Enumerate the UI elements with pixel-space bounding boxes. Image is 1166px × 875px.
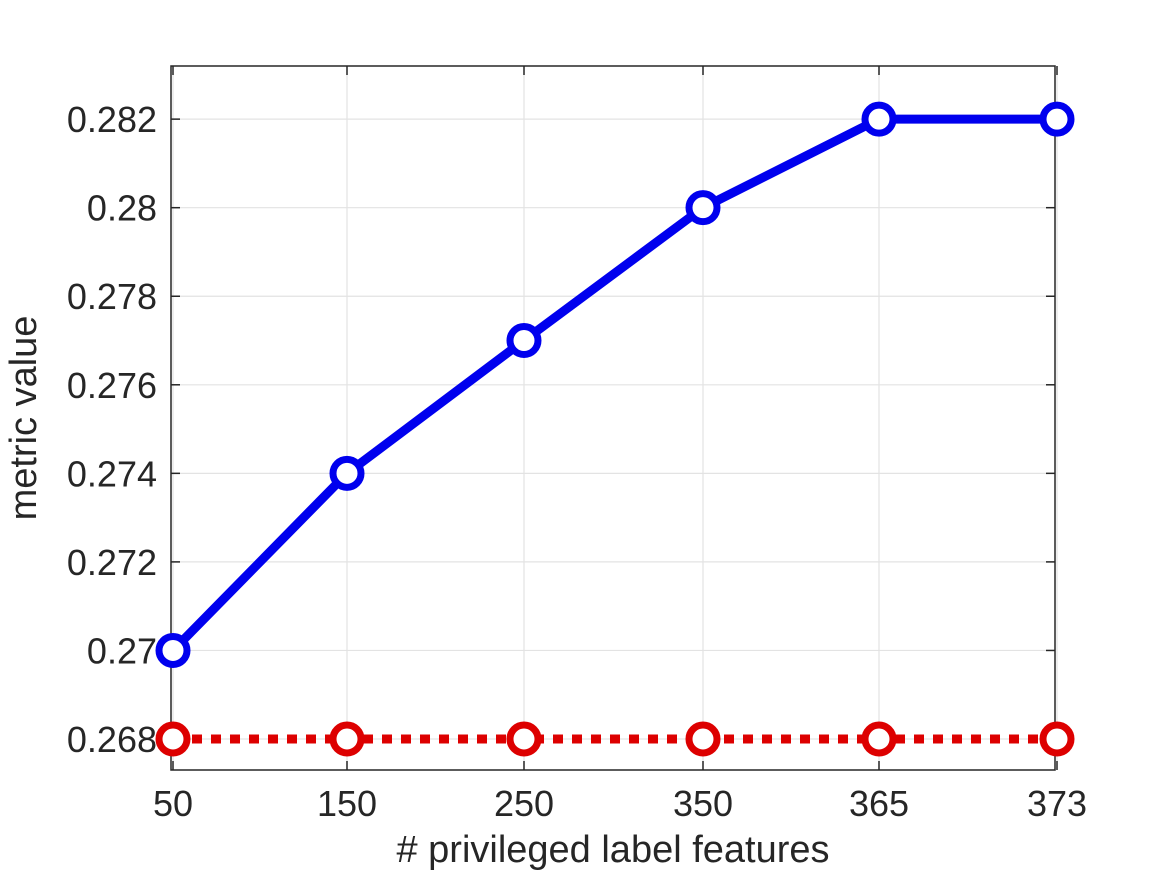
series-2	[155, 721, 1075, 757]
data-point	[329, 721, 365, 757]
data-point	[155, 632, 191, 668]
data-point	[506, 721, 542, 757]
plot-frame	[170, 65, 1056, 771]
x-tick-label: 373	[1027, 783, 1087, 824]
x-tick-label: 150	[317, 783, 377, 824]
data-point	[506, 323, 542, 359]
y-tick-label: 0.276	[67, 365, 157, 406]
y-tick-label: 0.282	[67, 99, 157, 140]
data-point	[861, 101, 897, 137]
plot-background	[171, 66, 1055, 770]
series-1	[155, 101, 1075, 668]
data-point	[1039, 721, 1075, 757]
data-point	[861, 721, 897, 757]
x-tick-label: 365	[849, 783, 909, 824]
y-tick-label: 0.278	[67, 276, 157, 317]
y-tick-label: 0.28	[87, 188, 157, 229]
x-tick-labels: 50 150 250 350 365 373	[153, 783, 1087, 824]
data-point	[329, 455, 365, 491]
y-tick-label: 0.27	[87, 630, 157, 671]
y-tick-label: 0.272	[67, 542, 157, 583]
data-point	[685, 721, 721, 757]
y-tick-labels: 0.268 0.27 0.272 0.274 0.276 0.278 0.28 0.282	[67, 99, 157, 760]
series-group	[155, 101, 1075, 757]
y-tick-label: 0.268	[67, 719, 157, 760]
y-axis-label: metric value	[3, 316, 45, 521]
x-tick-label: 50	[153, 783, 193, 824]
x-tick-label: 250	[494, 783, 554, 824]
data-point	[685, 190, 721, 226]
data-point	[155, 721, 191, 757]
data-point	[1039, 101, 1075, 137]
series-line	[169, 114, 1057, 654]
x-tick-label: 350	[673, 783, 733, 824]
y-tick-label: 0.274	[67, 453, 157, 494]
grid-lines	[171, 66, 1058, 770]
x-axis-label: # privileged label features	[396, 829, 829, 871]
